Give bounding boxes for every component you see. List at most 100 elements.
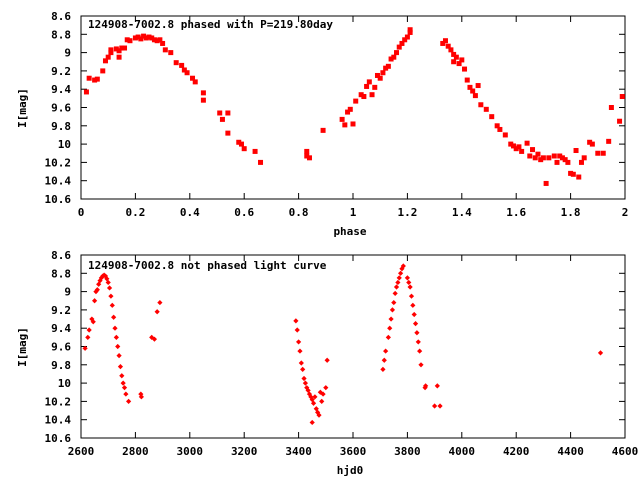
data-point xyxy=(418,362,424,368)
data-point xyxy=(105,279,111,286)
data-point xyxy=(157,299,163,306)
data-point xyxy=(302,380,308,386)
data-point xyxy=(576,174,582,180)
x-axis-label: hjd0 xyxy=(337,464,364,477)
data-point xyxy=(369,92,375,98)
data-point xyxy=(102,58,108,64)
data-point xyxy=(236,139,242,145)
data-point xyxy=(411,311,417,318)
y-tick-label: 9.4 xyxy=(51,322,71,335)
x-tick-label: 2800 xyxy=(122,445,149,458)
data-point xyxy=(96,281,102,287)
data-point xyxy=(238,141,244,147)
data-point xyxy=(93,289,99,295)
y-tick-label: 9.4 xyxy=(51,83,71,96)
data-point xyxy=(316,412,322,418)
x-tick-label: 3600 xyxy=(340,445,367,458)
data-point xyxy=(578,159,584,165)
data-point xyxy=(383,348,389,354)
data-point xyxy=(94,287,100,293)
data-point xyxy=(225,110,231,116)
data-point xyxy=(573,148,579,154)
data-point xyxy=(162,47,168,53)
y-tick-label: 8.6 xyxy=(51,249,71,262)
data-point xyxy=(404,34,410,40)
data-point xyxy=(451,59,457,65)
data-point xyxy=(414,330,420,336)
y-tick-label: 10 xyxy=(58,377,71,390)
data-point xyxy=(451,51,457,57)
data-point xyxy=(399,266,405,272)
data-point xyxy=(467,84,473,90)
data-point xyxy=(513,146,519,152)
y-tick-label: 9.2 xyxy=(51,65,71,78)
data-point xyxy=(510,143,516,149)
x-tick-label: 0.4 xyxy=(180,206,200,219)
data-point xyxy=(407,27,413,33)
data-point xyxy=(106,285,113,291)
data-point xyxy=(116,353,122,359)
data-point xyxy=(309,419,315,426)
data-point xyxy=(151,336,158,342)
data-point xyxy=(532,155,538,161)
data-point xyxy=(121,385,128,391)
data-point xyxy=(94,76,100,82)
unphased-light-curve-panel: 124908-7002.8 not phased light curve hjd… xyxy=(16,249,638,477)
y-tick-label: 8.8 xyxy=(51,267,71,280)
data-point xyxy=(350,121,356,127)
data-point xyxy=(404,275,410,281)
data-point xyxy=(589,141,595,147)
data-point xyxy=(83,89,89,95)
data-point xyxy=(568,170,574,176)
x-axis-ticks: 0 0.2 0.4 0.6 0.8 1 1.2 1.4 1.6 1.8 2 xyxy=(78,16,628,219)
data-point xyxy=(557,153,563,159)
data-point xyxy=(119,45,125,51)
data-point xyxy=(524,140,530,146)
chart-title: 124908-7002.8 phased with P=219.80day xyxy=(88,18,333,31)
data-point xyxy=(86,75,92,81)
data-point xyxy=(111,314,117,320)
data-point xyxy=(120,380,126,386)
data-points xyxy=(82,263,604,426)
data-point xyxy=(108,50,114,56)
data-point xyxy=(347,106,353,112)
y-tick-label: 9.6 xyxy=(51,102,71,115)
data-point xyxy=(597,350,604,356)
data-point xyxy=(293,318,299,324)
data-point xyxy=(105,54,111,60)
data-point xyxy=(494,123,500,129)
data-point xyxy=(595,150,601,156)
data-point xyxy=(300,366,306,372)
y-tick-label: 9.2 xyxy=(51,304,71,317)
data-point xyxy=(312,394,318,400)
data-point xyxy=(168,50,174,56)
data-point xyxy=(434,383,440,389)
data-point xyxy=(440,40,446,46)
data-point xyxy=(127,38,133,44)
data-point xyxy=(143,35,149,41)
data-point xyxy=(92,298,98,304)
data-point xyxy=(126,398,132,404)
data-point xyxy=(241,146,247,152)
data-point xyxy=(154,309,160,315)
data-point xyxy=(304,153,310,159)
data-point xyxy=(258,159,264,165)
data-point xyxy=(554,159,560,165)
x-tick-label: 3400 xyxy=(285,445,312,458)
data-point xyxy=(483,106,489,112)
data-point xyxy=(380,70,386,76)
data-point xyxy=(108,47,114,53)
data-point xyxy=(109,302,115,308)
data-point xyxy=(138,394,144,400)
x-tick-label: 0.8 xyxy=(289,206,309,219)
data-point xyxy=(361,94,367,100)
data-point xyxy=(217,110,223,116)
data-point xyxy=(391,299,397,306)
y-tick-label: 9 xyxy=(64,286,71,299)
data-point xyxy=(146,34,152,40)
y-tick-label: 10.4 xyxy=(45,175,72,188)
y-axis-label: I[mag] xyxy=(16,327,29,367)
data-point xyxy=(417,348,423,354)
